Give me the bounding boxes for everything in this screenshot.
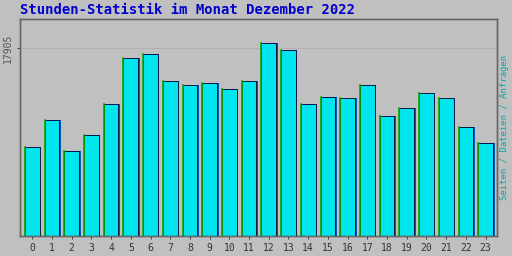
Bar <box>303 104 317 256</box>
Bar <box>401 108 416 256</box>
Bar <box>183 85 197 256</box>
Bar <box>419 93 434 256</box>
Bar <box>361 85 376 256</box>
Bar <box>125 58 140 256</box>
Bar <box>262 42 276 256</box>
Bar <box>440 99 455 256</box>
Bar <box>380 116 394 256</box>
Bar <box>480 143 495 256</box>
Bar <box>243 81 258 256</box>
Text: Stunden-Statistik im Monat Dezember 2022: Stunden-Statistik im Monat Dezember 2022 <box>20 3 355 17</box>
Bar <box>46 120 61 256</box>
Bar <box>145 54 159 256</box>
Bar <box>104 104 118 256</box>
Bar <box>340 99 355 256</box>
Bar <box>123 58 138 256</box>
Bar <box>65 151 79 256</box>
Bar <box>301 104 315 256</box>
Bar <box>86 135 100 256</box>
Bar <box>224 89 238 256</box>
Bar <box>202 83 217 256</box>
Bar <box>184 85 199 256</box>
Bar <box>421 93 435 256</box>
Bar <box>27 147 41 256</box>
Bar <box>84 135 99 256</box>
Bar <box>322 97 337 256</box>
Bar <box>143 54 158 256</box>
Bar <box>164 81 179 256</box>
Bar <box>459 127 473 256</box>
Bar <box>242 81 257 256</box>
Bar <box>204 83 219 256</box>
Bar <box>439 99 454 256</box>
Bar <box>342 99 356 256</box>
Bar <box>222 89 237 256</box>
Bar <box>478 143 493 256</box>
Bar <box>399 108 414 256</box>
Bar <box>105 104 120 256</box>
Bar <box>381 116 396 256</box>
Bar <box>283 50 297 256</box>
Bar <box>460 127 475 256</box>
Bar <box>360 85 375 256</box>
Bar <box>25 147 39 256</box>
Bar <box>281 50 296 256</box>
Y-axis label: Seiten / Dateien / Anfragen: Seiten / Dateien / Anfragen <box>500 55 509 200</box>
Bar <box>163 81 178 256</box>
Bar <box>45 120 59 256</box>
Bar <box>263 42 278 256</box>
Bar <box>66 151 80 256</box>
Bar <box>321 97 335 256</box>
